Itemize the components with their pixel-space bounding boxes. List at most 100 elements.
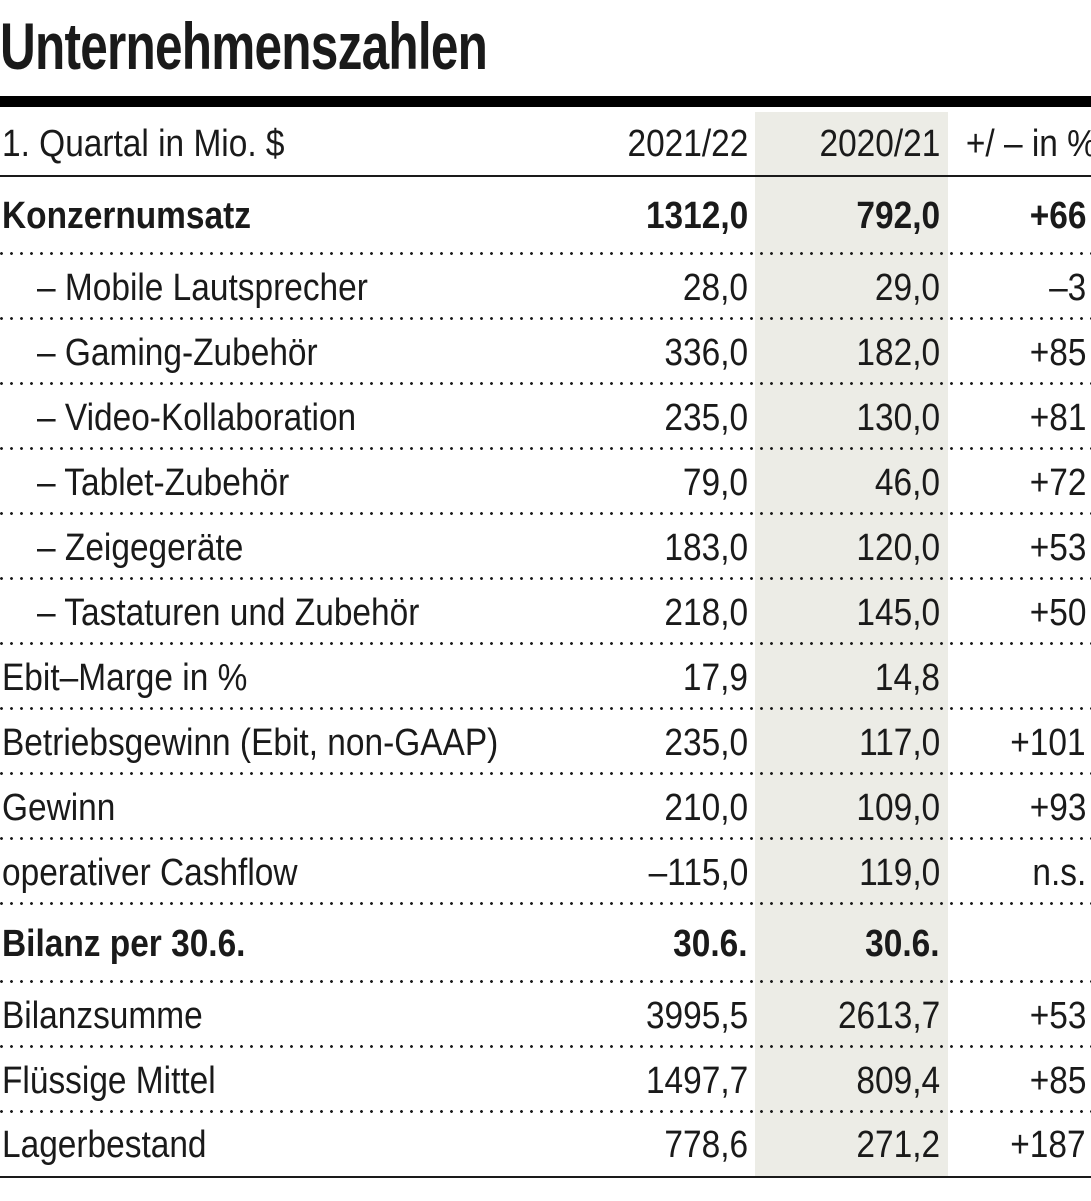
row-value-2020-21: 809,4 <box>856 1059 940 1102</box>
row-value-pct: +81 <box>1029 396 1086 439</box>
row-value-pct-cell: +187 <box>948 1126 1091 1164</box>
figures-table: 1. Quartal in Mio. $ 2021/22 2020/21 +/ … <box>0 112 1091 1178</box>
row-value-2020-21-cell: 2613,7 <box>748 997 948 1035</box>
row-value-pct: –3 <box>1048 266 1086 309</box>
row-label-cell: Gewinn <box>0 789 560 827</box>
row-value-pct: +72 <box>1029 461 1086 504</box>
row-value-2020-21-cell: 792,0 <box>748 197 948 235</box>
row-value-2020-21-cell: 117,0 <box>748 724 948 762</box>
table-row: Konzernumsatz 1312,0 792,0 +66 <box>0 177 1091 255</box>
table-row: Bilanz per 30.6. 30.6. 30.6. <box>0 905 1091 983</box>
row-value-2020-21: 109,0 <box>856 786 940 829</box>
row-value-pct-cell: +85 <box>948 334 1091 372</box>
row-value-pct: +53 <box>1029 526 1086 569</box>
dotted-row-separator <box>0 707 1091 710</box>
row-value-2020-21: 30.6. <box>865 923 940 965</box>
row-label: Flüssige Mittel <box>2 1059 216 1102</box>
row-label: Konzernumsatz <box>2 195 251 237</box>
row-value-pct: +85 <box>1029 1059 1086 1102</box>
row-value-pct-cell: +72 <box>948 464 1091 502</box>
row-value-2020-21-cell: 809,4 <box>748 1062 948 1100</box>
row-value-2021-22: 30.6. <box>673 923 748 965</box>
row-label-cell: – Video-Kollaboration <box>0 399 560 437</box>
row-value-2020-21-cell: 145,0 <box>748 594 948 632</box>
row-value-2020-21: 29,0 <box>874 266 940 309</box>
row-label-cell: – Tastaturen und Zubehör <box>0 594 560 632</box>
row-value-pct-cell: +85 <box>948 1062 1091 1100</box>
row-value-2020-21-cell: 14,8 <box>748 659 948 697</box>
row-value-2021-22-cell: 28,0 <box>560 269 748 307</box>
row-value-2020-21-cell: 119,0 <box>748 854 948 892</box>
row-value-2021-22-cell: 30.6. <box>560 925 748 963</box>
row-label: Bilanz per 30.6. <box>2 923 246 965</box>
row-value-2020-21: 119,0 <box>858 851 940 894</box>
row-value-2021-22-cell: 183,0 <box>560 529 748 567</box>
row-value-2020-21: 792,0 <box>856 195 940 237</box>
row-value-2020-21-cell: 29,0 <box>748 269 948 307</box>
row-value-2020-21-cell: 30.6. <box>748 925 948 963</box>
row-label-cell: – Zeigegeräte <box>0 529 560 567</box>
column-header-change-pct: +/ – in % <box>965 122 1091 165</box>
table-row: Gewinn 210,0 109,0 +93 <box>0 775 1091 840</box>
row-value-2021-22: 210,0 <box>664 786 748 829</box>
row-value-2021-22: 28,0 <box>682 266 748 309</box>
row-label-cell: – Tablet-Zubehör <box>0 464 560 502</box>
row-value-2021-22-cell: 778,6 <box>560 1126 748 1164</box>
row-label-cell: Flüssige Mittel <box>0 1062 560 1100</box>
row-label: – Tablet-Zubehör <box>37 461 290 504</box>
row-value-2020-21: 117,0 <box>858 721 940 764</box>
row-value-2021-22-cell: 1497,7 <box>560 1062 748 1100</box>
row-value-2021-22-cell: 210,0 <box>560 789 748 827</box>
row-value-2021-22: 1312,0 <box>645 195 748 237</box>
table-header-row: 1. Quartal in Mio. $ 2021/22 2020/21 +/ … <box>0 112 1091 177</box>
row-value-pct-cell: +50 <box>948 594 1091 632</box>
row-value-2021-22: –115,0 <box>648 851 748 894</box>
row-value-2020-21: 145,0 <box>856 591 940 634</box>
row-value-2020-21: 2613,7 <box>837 994 940 1037</box>
row-value-pct-cell: +81 <box>948 399 1091 437</box>
dotted-row-separator <box>0 317 1091 320</box>
row-value-2021-22-cell: 3995,5 <box>560 997 748 1035</box>
row-value-pct: +187 <box>1010 1123 1086 1166</box>
table-row: Ebit–Marge in % 17,9 14,8 <box>0 645 1091 710</box>
column-header-2020-21: 2020/21 <box>819 122 940 165</box>
row-value-2021-22: 235,0 <box>664 396 748 439</box>
row-label: Ebit–Marge in % <box>2 656 248 699</box>
row-label: Lagerbestand <box>2 1123 207 1166</box>
row-value-2021-22-cell: 336,0 <box>560 334 748 372</box>
table-row: – Mobile Lautsprecher 28,0 29,0 –3 <box>0 255 1091 320</box>
dotted-row-separator <box>0 1110 1091 1113</box>
row-value-pct: n.s. <box>1032 851 1086 894</box>
dotted-row-separator <box>0 772 1091 775</box>
row-value-2020-21: 271,2 <box>856 1123 940 1166</box>
row-label-cell: – Gaming-Zubehör <box>0 334 560 372</box>
row-value-2021-22: 778,6 <box>664 1123 748 1166</box>
row-label-cell: Bilanzsumme <box>0 997 560 1035</box>
table-row: – Tablet-Zubehör 79,0 46,0 +72 <box>0 450 1091 515</box>
row-value-2021-22: 336,0 <box>664 331 748 374</box>
row-value-2020-21: 46,0 <box>874 461 940 504</box>
table-row: Lagerbestand 778,6 271,2 +187 <box>0 1113 1091 1178</box>
row-value-pct-cell: +66 <box>948 197 1091 235</box>
table-row: – Gaming-Zubehör 336,0 182,0 +85 <box>0 320 1091 385</box>
table-rows: Konzernumsatz 1312,0 792,0 +66 – Mobile … <box>0 177 1091 1178</box>
row-label-cell: – Mobile Lautsprecher <box>0 269 560 307</box>
row-value-2021-22: 183,0 <box>664 526 748 569</box>
dotted-row-separator <box>0 577 1091 580</box>
row-value-2021-22: 235,0 <box>664 721 748 764</box>
row-value-pct: +66 <box>1029 195 1086 237</box>
row-value-2020-21-cell: 182,0 <box>748 334 948 372</box>
row-label-cell: Bilanz per 30.6. <box>0 925 560 963</box>
dotted-row-separator <box>0 447 1091 450</box>
row-value-pct: +85 <box>1029 331 1086 374</box>
row-value-2021-22: 218,0 <box>664 591 748 634</box>
row-label-cell: operativer Cashflow <box>0 854 560 892</box>
table-row: Flüssige Mittel 1497,7 809,4 +85 <box>0 1048 1091 1113</box>
column-header-unit: 1. Quartal in Mio. $ <box>2 122 285 165</box>
dotted-row-separator <box>0 1045 1091 1048</box>
dotted-row-separator <box>0 252 1091 255</box>
row-value-2020-21-cell: 46,0 <box>748 464 948 502</box>
row-label-cell: Lagerbestand <box>0 1126 560 1164</box>
row-label: Bilanzsumme <box>2 994 203 1037</box>
row-value-2021-22-cell: 235,0 <box>560 399 748 437</box>
